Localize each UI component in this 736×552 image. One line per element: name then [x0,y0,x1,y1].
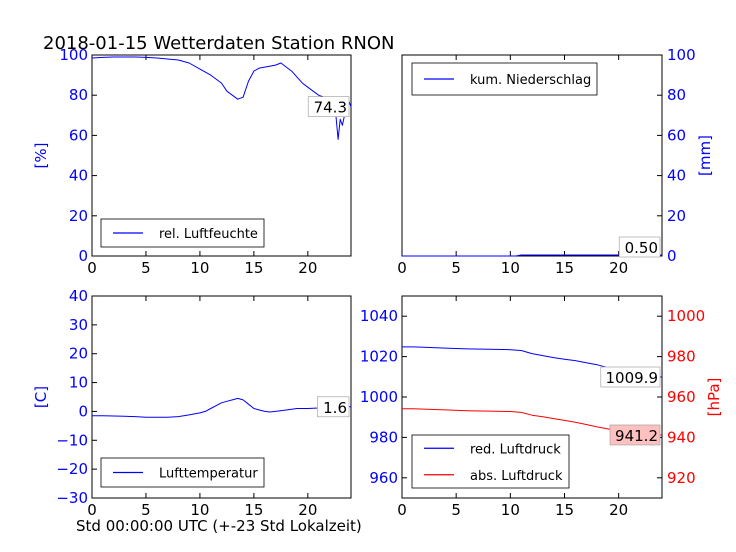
value-label-right-box [609,424,661,446]
y-tick-label: −10 [56,431,88,449]
y-tick-label-right: 1000 [667,307,705,325]
legend-label: rel. Luftfeuchte [159,227,258,242]
legend-label: kum. Niederschlag [470,73,591,88]
legend-box [411,434,570,489]
y-tick-label-right: 940 [667,428,696,446]
x-tick-label: 10 [190,259,209,277]
y-tick-label: 980 [369,428,398,446]
y-tick-label: −20 [56,460,88,478]
value-label-box [317,396,350,418]
value-label: 0.50 [625,239,658,257]
x-tick-label: 20 [298,501,317,519]
y-axis-label-right: [mm] [696,135,714,176]
y-axis-label: [C] [32,386,50,408]
y-tick-label-right: 0 [667,247,677,265]
x-tick-label: 10 [190,501,209,519]
value-label-box [307,96,350,117]
subplot-pressure: 0 5 10 15 20 960 980 1000 1020 1040 920 940 960 980 10… [360,295,723,519]
x-tick-label: 15 [555,259,574,277]
x-tick-label: 15 [244,259,263,277]
value-label-right: 941.2 [615,427,658,445]
x-tick-label: 20 [609,259,628,277]
x-tick-label: 5 [141,259,151,277]
x-tick-label: 10 [501,501,520,519]
x-tick-label: 5 [451,501,461,519]
y-tick-label-right: 40 [667,167,686,185]
legend-label: red. Luftdruck [470,442,561,457]
x-tick-label: 5 [451,259,461,277]
subplot-temperature: 0 5 10 15 20 −30 −20 −10 0 10 20 30 40 1.6 [C] Lufttemp… [32,287,352,519]
y-tick-label-right: 100 [667,46,696,64]
value-label-box [618,236,661,258]
y-tick-label: 60 [69,126,88,144]
y-axis-label: [%] [32,143,50,169]
y-tick-label: 30 [69,316,88,334]
y-tick-label: 1020 [360,348,398,366]
y-tick-label: 0 [78,402,88,420]
x-tick-label: 10 [501,259,520,277]
legend-label: abs. Luftdruck [470,469,563,484]
value-label: 1.6 [323,399,347,417]
subplot-humidity: 0 5 10 15 20 0 20 40 60 80 100 74.3 [%] rel. Luftfeuc… [32,46,352,277]
x-tick-label: 15 [555,501,574,519]
x-tick-label: 15 [244,501,263,519]
legend-label: Lufttemperatur [159,467,258,482]
y-tick-label: −30 [56,489,88,507]
y-tick-label: 100 [59,46,88,64]
y-axis-label-right: [hPa] [705,378,723,417]
y-tick-label: 40 [69,167,88,185]
y-tick-label: 960 [369,469,398,487]
value-label-left: 1009.9 [606,369,659,387]
x-tick-label: 5 [141,501,151,519]
y-tick-label: 1040 [360,307,398,325]
y-tick-label-right: 960 [667,388,696,406]
y-tick-label-right: 60 [667,126,686,144]
y-tick-label: 0 [78,247,88,265]
y-tick-label-right: 20 [667,207,686,225]
x-tick-label: 0 [87,259,97,277]
x-tick-label: 0 [397,501,407,519]
subplot-precipitation: 0 5 10 15 20 0 20 40 60 80 100 0.50 [mm] kum. Nieders… [397,46,714,277]
x-tick-label: 0 [87,501,97,519]
y-tick-label: 40 [69,287,88,305]
x-tick-label: 20 [609,501,628,519]
figure-title: 2018-01-15 Wetterdaten Station RNON [43,33,394,54]
y-tick-label: 20 [69,207,88,225]
figure-x-label: Std 00:00:00 UTC (+-23 Std Lokalzeit) [76,517,362,535]
y-tick-label-right: 980 [667,348,696,366]
series-line [402,254,662,257]
y-tick-label: 10 [69,374,88,392]
y-tick-label: 20 [69,345,88,363]
series-line [92,397,351,418]
x-tick-label: 0 [397,259,407,277]
y-tick-label: 80 [69,86,88,104]
value-label-left-box [600,366,661,388]
x-tick-label: 20 [298,259,317,277]
y-tick-label-right: 80 [667,86,686,104]
y-tick-label: 1000 [360,388,398,406]
y-tick-label-right: 920 [667,469,696,487]
value-label: 74.3 [314,99,347,117]
